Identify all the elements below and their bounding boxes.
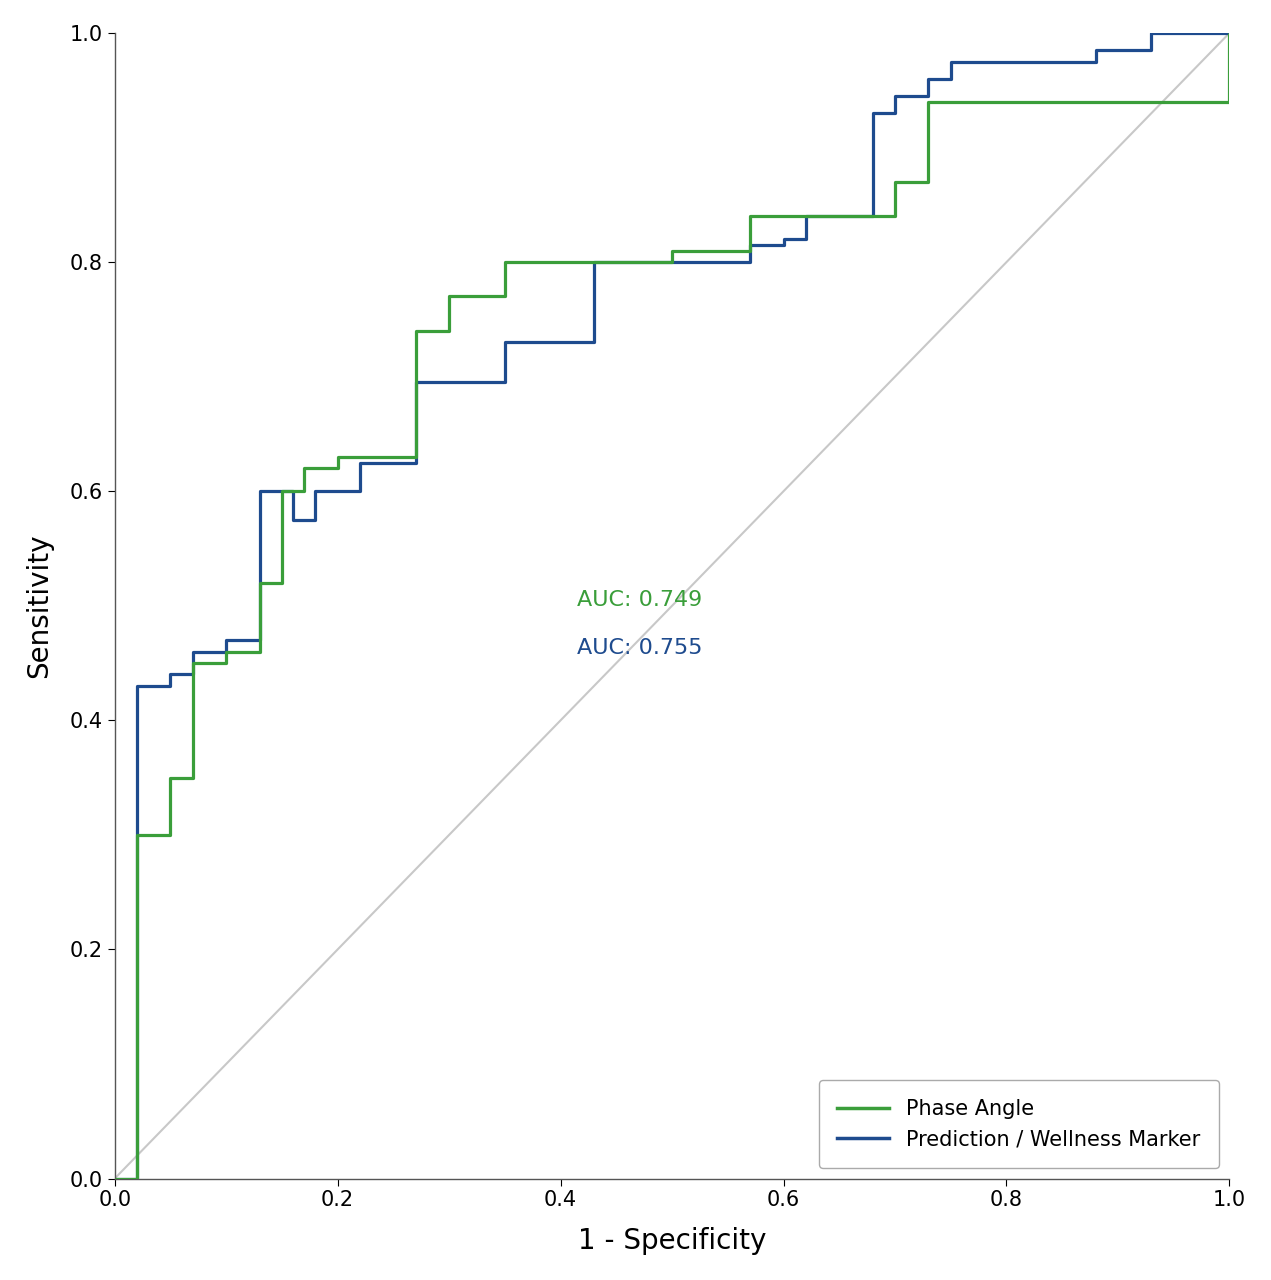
Y-axis label: Sensitivity: Sensitivity (25, 534, 53, 678)
X-axis label: 1 - Specificity: 1 - Specificity (578, 1228, 766, 1254)
Legend: Phase Angle, Prediction / Wellness Marker: Phase Angle, Prediction / Wellness Marke… (819, 1080, 1219, 1169)
Text: AUC: 0.755: AUC: 0.755 (577, 639, 703, 658)
Text: AUC: 0.749: AUC: 0.749 (577, 590, 703, 611)
